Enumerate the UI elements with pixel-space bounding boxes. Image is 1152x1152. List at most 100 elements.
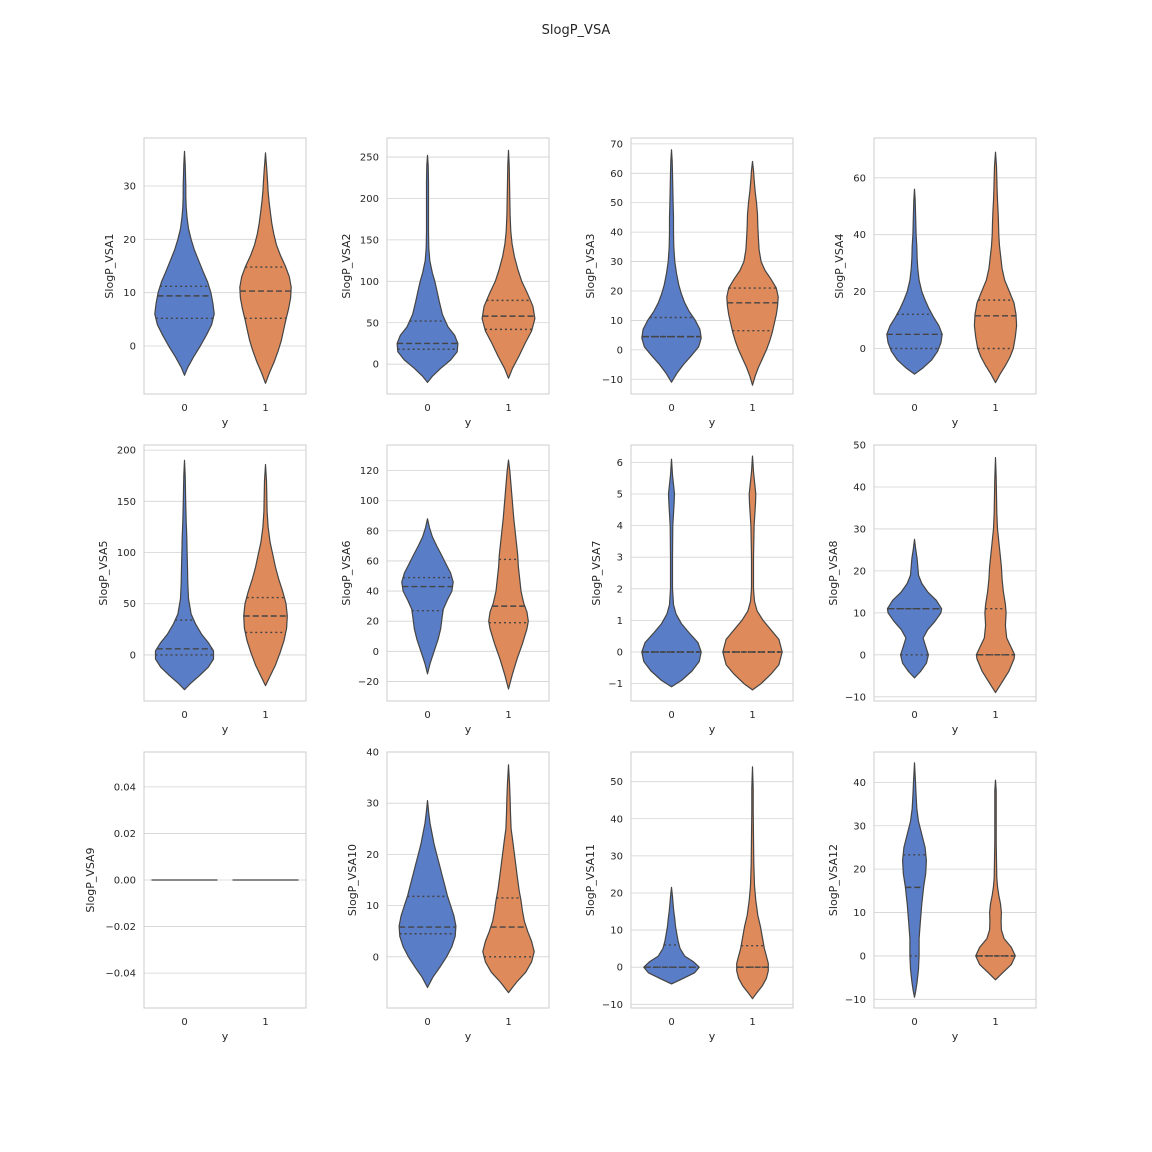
violin-body: [975, 779, 1016, 981]
y-tick-label: −0.04: [105, 969, 136, 980]
y-tick-label: 30: [366, 799, 379, 810]
y-tick-label: 10: [610, 316, 623, 327]
x-tick-label: 1: [505, 403, 511, 414]
panel-10: 0 10 20 30 40 0 1 y SlogP_VSA10: [346, 748, 550, 1043]
y-tick-label: 10: [853, 608, 866, 619]
y-tick-label: 6: [617, 458, 623, 469]
y-tick-label: 50: [123, 599, 136, 610]
panel-3: −10 0 10 20 30 40 50 60 70 0 1 y SlogP_VSA3: [584, 137, 794, 429]
violin-body: [641, 458, 702, 688]
y-tick-label: 120: [360, 466, 379, 477]
y-tick-label: 60: [610, 169, 623, 180]
axes-frame: [873, 751, 1037, 1009]
x-tick-label: 0: [424, 403, 430, 414]
y-tick-label: 30: [610, 851, 623, 862]
y-tick-label: 0: [373, 647, 379, 658]
y-tick-label: 0: [617, 648, 623, 659]
panel-9: −0.04 −0.02 0.00 0.02 0.04 0 1 y SlogP_VSA9: [84, 751, 307, 1043]
y-tick-label: 4: [617, 521, 623, 532]
x-tick-label: 0: [181, 1017, 187, 1028]
axes-frame: [143, 444, 307, 702]
violin-0: [643, 886, 700, 985]
y-tick-label: 70: [610, 139, 623, 150]
violin-body: [726, 160, 779, 386]
violin-body: [154, 459, 215, 691]
axes-frame: [630, 444, 794, 702]
x-axis-label: y: [952, 723, 959, 736]
panel-8: −10 0 10 20 30 40 50 0 1 y SlogP_VSA8: [827, 441, 1037, 736]
panel-6: −20 0 20 40 60 80 100 120 0 1 y SlogP_VSA6: [340, 444, 550, 736]
y-tick-label: 0.02: [114, 829, 136, 840]
violin-0: [886, 538, 943, 679]
y-tick-label: 30: [853, 524, 866, 535]
y-tick-label: 10: [853, 908, 866, 919]
violin-1: [736, 766, 769, 1000]
violin-body: [243, 463, 288, 687]
figure-title: SlogP_VSA: [542, 23, 611, 38]
x-tick-label: 1: [749, 403, 755, 414]
y-tick-label: 0: [617, 963, 623, 974]
x-tick-label: 0: [424, 1017, 430, 1028]
x-tick-label: 1: [749, 710, 755, 721]
y-tick-label: 40: [853, 230, 866, 241]
x-tick-label: 1: [262, 403, 268, 414]
y-tick-label: 50: [610, 777, 623, 788]
y-tick-label: 30: [853, 821, 866, 832]
x-axis-label: y: [465, 416, 472, 429]
axes-frame: [630, 751, 794, 1009]
x-tick-label: 1: [992, 403, 998, 414]
x-tick-label: 0: [911, 1017, 917, 1028]
y-tick-label: 40: [366, 587, 379, 598]
y-tick-label: −10: [845, 692, 866, 703]
x-tick-label: 1: [262, 1017, 268, 1028]
y-axis-label: SlogP_VSA2: [340, 233, 353, 298]
x-axis-label: y: [222, 1030, 229, 1043]
axes-frame: [386, 751, 550, 1009]
violin-0: [641, 149, 702, 383]
y-tick-label: 10: [123, 288, 136, 299]
x-tick-label: 0: [668, 710, 674, 721]
y-tick-label: 20: [853, 287, 866, 298]
y-tick-label: 20: [366, 617, 379, 628]
x-tick-label: 0: [181, 710, 187, 721]
x-tick-label: 0: [668, 1017, 674, 1028]
violin-1: [726, 160, 779, 386]
x-axis-label: y: [952, 1030, 959, 1043]
y-axis-label: SlogP_VSA10: [346, 844, 359, 916]
y-tick-label: 1: [617, 616, 623, 627]
y-tick-label: 40: [853, 778, 866, 789]
axes-frame: [873, 137, 1037, 395]
violin-0: [154, 150, 215, 376]
y-tick-label: −10: [602, 375, 623, 386]
y-tick-label: 200: [360, 194, 379, 205]
violin-1: [488, 459, 529, 690]
axes-frame: [386, 444, 550, 702]
y-tick-label: 0.04: [114, 782, 136, 793]
y-tick-label: 250: [360, 153, 379, 164]
y-tick-label: 10: [366, 901, 379, 912]
y-tick-label: 2: [617, 584, 623, 595]
violin-0: [641, 458, 702, 688]
x-tick-label: 1: [505, 710, 511, 721]
panel-1: 0 10 20 30 0 1 y SlogP_VSA1: [103, 137, 307, 429]
panel-2: 0 50 100 150 200 250 0 1 y SlogP_VSA2: [340, 137, 550, 429]
y-tick-label: 30: [123, 182, 136, 193]
violin-1: [243, 463, 288, 687]
y-tick-label: 20: [366, 850, 379, 861]
panel-11: −10 0 10 20 30 40 50 0 1 y SlogP_VSA11: [584, 751, 794, 1043]
violin-1: [975, 457, 1016, 694]
x-axis-label: y: [952, 416, 959, 429]
axes-frame: [630, 137, 794, 395]
violin-body: [736, 766, 769, 1000]
panel-7: −1 0 1 2 3 4 5 6 0 1 y SlogP_VSA7: [590, 444, 794, 736]
violin-1: [973, 151, 1018, 384]
y-tick-label: 0: [130, 650, 136, 661]
x-axis-label: y: [709, 723, 716, 736]
violin-0: [396, 154, 459, 383]
y-tick-label: 60: [366, 556, 379, 567]
violin-body: [396, 154, 459, 383]
y-tick-label: 10: [610, 926, 623, 937]
